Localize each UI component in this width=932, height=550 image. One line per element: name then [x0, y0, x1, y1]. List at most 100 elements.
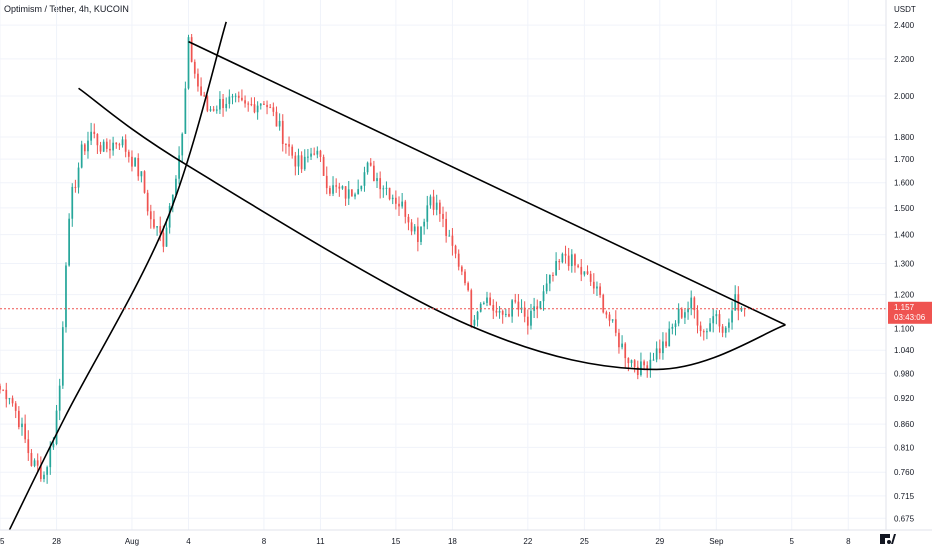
candle-body [734, 294, 737, 311]
candle-body [658, 348, 661, 354]
candle-body [432, 196, 435, 210]
tradingview-logo-icon[interactable] [880, 534, 896, 544]
candle-body [105, 141, 108, 149]
candle-body [357, 189, 360, 195]
candle-body [646, 365, 649, 370]
y-tick-label: 2.400 [894, 21, 915, 30]
candle-body [407, 216, 410, 223]
candle-body [489, 297, 491, 306]
interval-label: 4h [78, 4, 89, 14]
candle-body [237, 95, 240, 98]
candle-body [589, 273, 592, 282]
candle-body [652, 359, 655, 361]
candle-body [102, 141, 105, 152]
drawing-annotations[interactable] [8, 21, 786, 531]
y-tick-label: 1.700 [894, 155, 915, 164]
candle-body [115, 142, 118, 145]
candle-body [351, 189, 353, 197]
candle-body [244, 100, 246, 104]
candle-body [643, 361, 645, 366]
candle-body [665, 341, 667, 347]
candle-body [325, 175, 328, 189]
candle-body [668, 328, 671, 347]
candle-body [555, 261, 557, 276]
y-tick-label: 1.100 [894, 324, 915, 333]
y-tick-label: 1.300 [894, 259, 915, 268]
candle-body [263, 103, 265, 105]
candle-body [473, 319, 476, 326]
candle-body [517, 301, 520, 310]
y-tick-label: 2.200 [894, 55, 915, 64]
candle-body [621, 343, 623, 348]
candle-body [146, 192, 149, 212]
candle-body [178, 155, 180, 179]
candle-body [291, 146, 294, 156]
candle-body [435, 202, 438, 210]
candle-body [498, 310, 501, 313]
candle-body [266, 104, 268, 108]
candle-body [206, 96, 209, 111]
candle-body [413, 226, 416, 232]
candle-body [241, 97, 243, 101]
candle-body [721, 326, 724, 333]
y-tick-label: 1.600 [894, 179, 915, 188]
candle-body [87, 140, 89, 152]
candle-body [156, 226, 158, 228]
x-tick-label: 11 [316, 537, 325, 546]
candle-body [492, 305, 495, 311]
candle-body [445, 218, 448, 236]
candle-body [90, 131, 92, 141]
candle-body [165, 227, 168, 247]
candle-body [49, 447, 52, 468]
candle-body [674, 323, 677, 327]
candle-body [369, 162, 372, 166]
candle-body [93, 131, 96, 135]
candle-body [190, 37, 193, 62]
candle-body [495, 310, 498, 313]
candle-body [234, 95, 237, 97]
candle-body [706, 331, 708, 333]
candle-body [247, 103, 250, 105]
y-tick-label: 0.810 [894, 443, 915, 452]
grid-lines [0, 0, 886, 530]
candle-body [599, 286, 601, 295]
candle-body [200, 86, 202, 96]
candle-body [58, 385, 61, 411]
candle-body [423, 221, 426, 227]
candle-body [662, 341, 664, 354]
candle-body [363, 172, 366, 186]
candle-body [341, 186, 344, 189]
candle-body [269, 107, 272, 109]
candle-body [46, 467, 48, 475]
candle-body [322, 156, 325, 176]
candle-body [570, 254, 573, 267]
x-tick-label: 25 [0, 537, 5, 546]
y-tick-label: 0.920 [894, 394, 915, 403]
candle-body [256, 105, 259, 113]
x-tick-label: Aug [125, 537, 139, 546]
candle-body [724, 327, 727, 333]
candle-body [539, 301, 542, 309]
currency-label: USDT [894, 5, 916, 14]
candle-body [504, 313, 507, 315]
candle-body [476, 311, 479, 320]
candle-body [344, 186, 347, 199]
y-tick-label: 0.715 [894, 492, 915, 501]
candle-body [640, 361, 642, 375]
candle-body [702, 331, 705, 333]
candle-body [121, 139, 124, 146]
candle-body [420, 226, 422, 242]
y-tick-label: 1.200 [894, 291, 915, 300]
candle-body [96, 134, 99, 146]
candle-body [74, 186, 77, 188]
candle-body [347, 189, 350, 199]
candle-body [567, 255, 570, 267]
candle-body [542, 291, 545, 302]
candle-body [655, 348, 658, 360]
x-tick-label: 4 [186, 537, 191, 546]
candle-body [52, 443, 55, 448]
candle-body [712, 316, 715, 324]
candle-body [552, 274, 554, 276]
candle-body [687, 308, 689, 313]
